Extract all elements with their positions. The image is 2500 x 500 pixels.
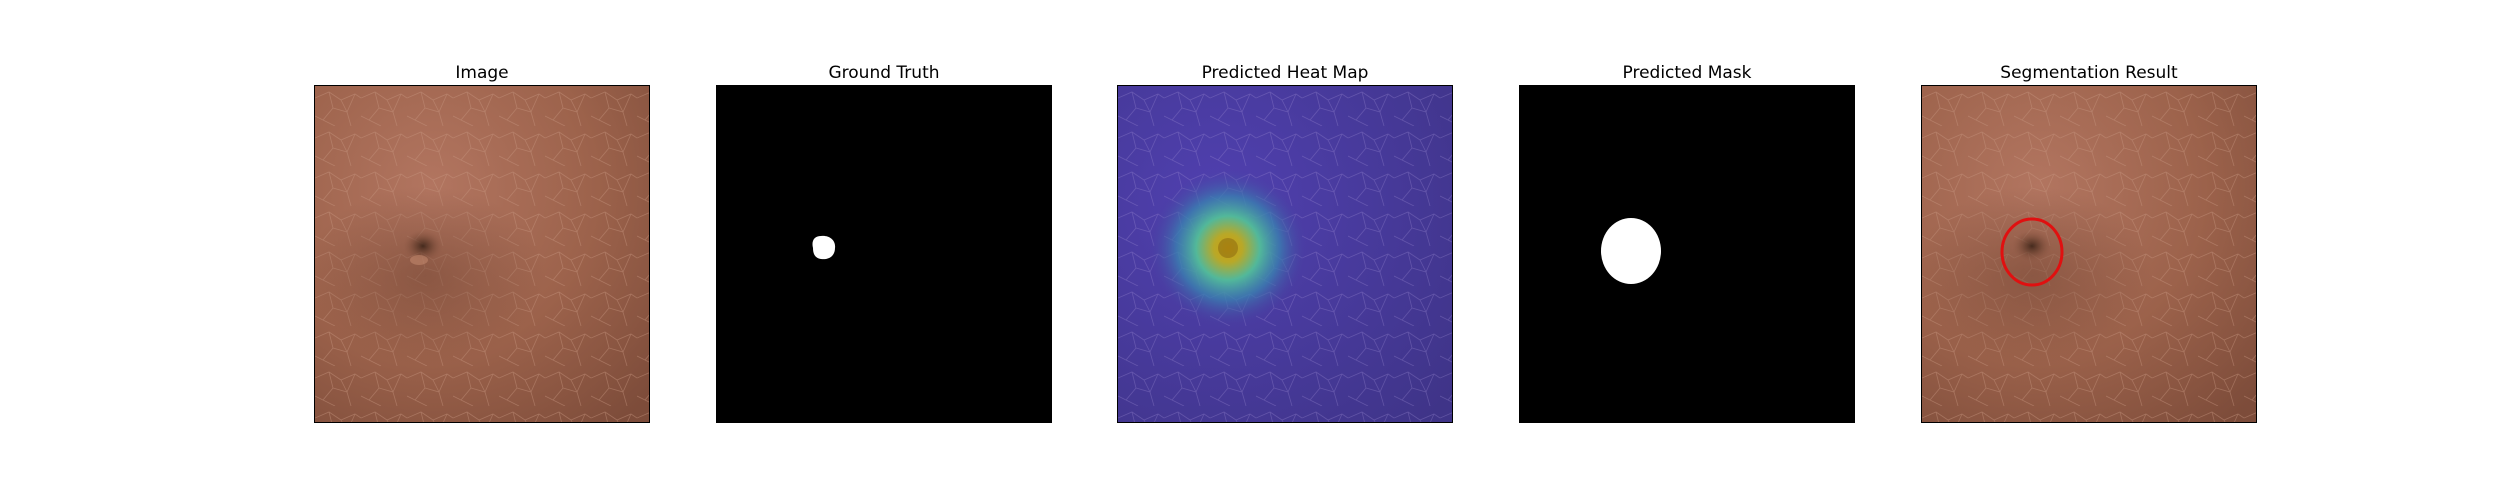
panel-title-predicted-mask: Predicted Mask: [1622, 63, 1752, 83]
ground-truth-blob: [812, 235, 836, 260]
panel-title-ground-truth: Ground Truth: [828, 63, 940, 83]
skin-photo: [315, 86, 649, 422]
panel-image: Image: [314, 62, 650, 423]
predicted-mask: [1520, 86, 1854, 422]
panel-title-image: Image: [455, 63, 509, 83]
segmentation-result-frame: [1921, 85, 2257, 423]
ground-truth-mask: [717, 86, 1051, 422]
segmentation-result: [1922, 86, 2256, 422]
panel-predicted-mask: Predicted Mask: [1519, 62, 1855, 423]
heat-map-frame: [1117, 85, 1453, 423]
panel-ground-truth: Ground Truth: [716, 62, 1052, 423]
heat-map: [1118, 86, 1452, 422]
image-frame: [314, 85, 650, 423]
panel-heat-map: Predicted Heat Map: [1117, 62, 1453, 423]
predicted-mask-blob: [1601, 218, 1661, 284]
segmentation-contour: [2000, 217, 2064, 287]
ground-truth-frame: [716, 85, 1052, 423]
predicted-mask-frame: [1519, 85, 1855, 423]
panel-title-heat-map: Predicted Heat Map: [1201, 63, 1369, 83]
panel-title-segmentation-result: Segmentation Result: [2000, 63, 2178, 83]
panel-segmentation-result: Segmentation Result: [1921, 62, 2257, 423]
lesion-dimple: [403, 230, 443, 262]
